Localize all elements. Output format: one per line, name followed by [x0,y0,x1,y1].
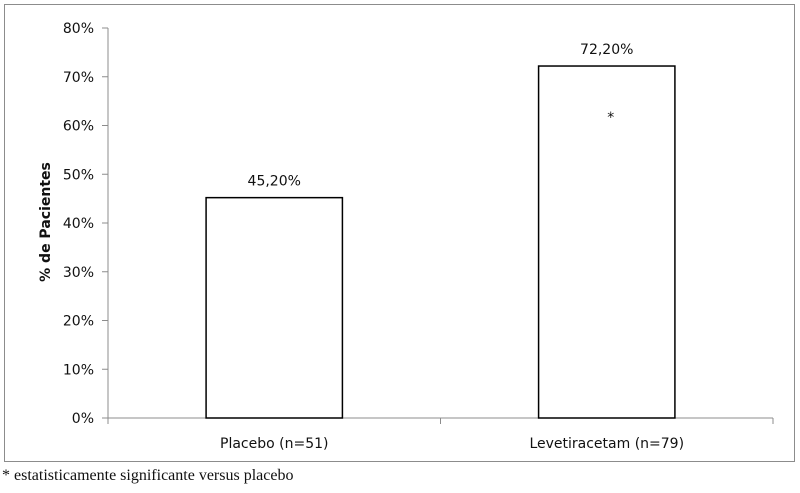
y-tick-label: 0% [72,411,94,427]
y-tick-label: 30% [63,265,94,281]
bars: * [205,65,676,419]
y-tick-label: 70% [63,70,94,86]
y-tick-label: 20% [63,314,94,330]
category-labels: Placebo (n=51) Levetiracetam (n=79) [220,436,684,452]
y-axis-label: % de Pacientes [38,162,54,282]
data-labels: 45,20% 72,20% [248,42,634,190]
bar [537,65,676,419]
category-label: Placebo (n=51) [220,436,328,452]
y-tick-label: 50% [63,167,94,183]
y-tick-label: 60% [63,119,94,135]
y-tick-label: 80% [63,21,94,37]
footnote: * estatisticamente significante versus p… [2,467,294,484]
bar [205,196,344,419]
category-label: Levetiracetam (n=79) [529,436,684,452]
significance-marker: * [607,110,614,126]
data-label: 72,20% [580,42,633,58]
y-ticks: 0% 10% 20% 30% 40% 50% 60% 70% 80% [63,21,108,427]
x-ticks [107,418,774,424]
y-tick-label: 10% [63,362,94,378]
data-label: 45,20% [248,174,301,190]
y-tick-label: 40% [63,216,94,232]
